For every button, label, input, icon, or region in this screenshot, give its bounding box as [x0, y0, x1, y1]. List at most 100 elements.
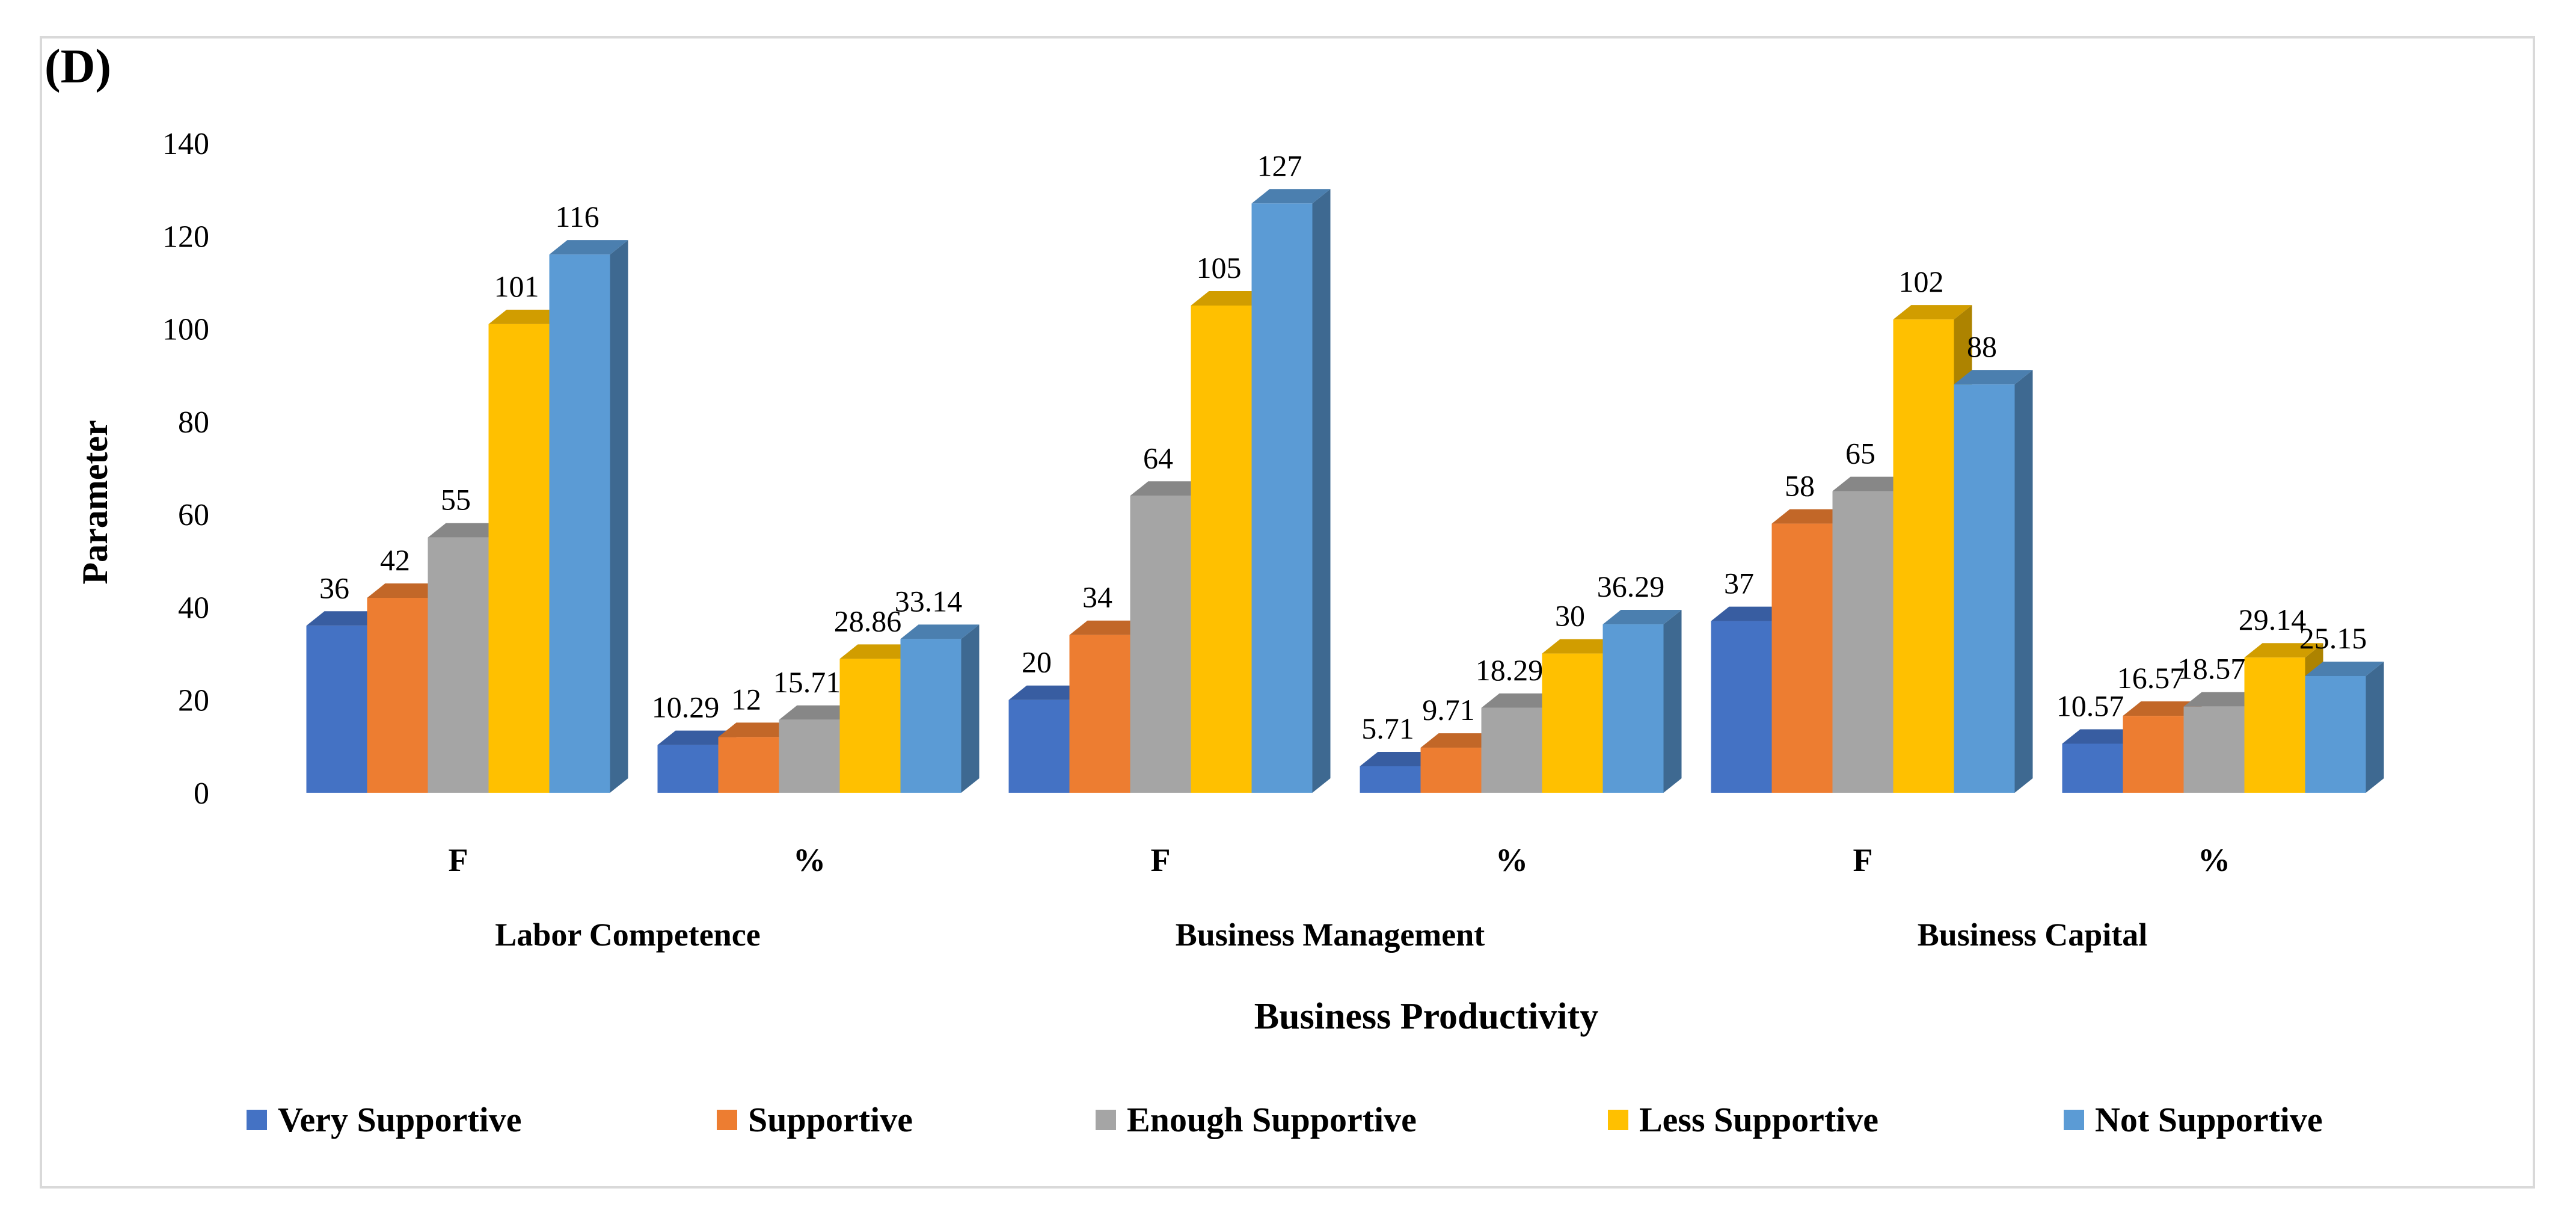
legend-item: Very Supportive [247, 1100, 522, 1140]
data-label: 18.57 [2178, 652, 2246, 686]
x-tick-label: F [1151, 842, 1171, 878]
bar-side [2366, 661, 2384, 793]
y-axis-title: Parameter [75, 420, 115, 584]
bar-side [1312, 189, 1331, 793]
data-label: 30 [1555, 599, 1585, 633]
bar-top [367, 583, 446, 598]
bar-top [549, 240, 628, 255]
data-label: 42 [380, 543, 410, 577]
legend-swatch [1096, 1109, 1116, 1130]
bar-chart: Parameter 0 20 40 60 80 100 120 140 36 42 55 101 11… [75, 127, 2384, 1037]
bar-top [1191, 291, 1270, 306]
data-label: 16.57 [2117, 661, 2185, 695]
panel-label: (D) [44, 40, 112, 93]
y-tick-label: 100 [162, 313, 209, 347]
y-tick-label: 40 [178, 591, 209, 625]
x-tick-label: F [449, 842, 468, 878]
bar-side [1663, 610, 1682, 793]
bar-top [1069, 620, 1148, 635]
group-label: Business Capital [1918, 917, 2148, 953]
bar-side [961, 624, 980, 793]
bar-top [1130, 481, 1209, 496]
data-label: 116 [555, 200, 599, 233]
bar [1542, 653, 1603, 793]
data-label: 34 [1082, 580, 1112, 614]
y-tick-label: 80 [178, 405, 209, 440]
bar [2183, 706, 2245, 793]
bars [306, 189, 2384, 793]
bar-top [1711, 606, 1790, 621]
bar-top [1893, 305, 1972, 320]
data-label: 10.57 [2056, 689, 2124, 722]
data-label: 15.71 [773, 665, 841, 699]
legend-label: Very Supportive [278, 1100, 522, 1139]
data-label: 36.29 [1597, 570, 1665, 603]
x-tick-label: F [1853, 842, 1873, 878]
bar-top [779, 705, 858, 720]
data-label: 101 [494, 269, 539, 303]
x-tick-label: % [1495, 842, 1528, 878]
bar [488, 324, 550, 793]
bar [2062, 743, 2123, 793]
bar-top [718, 722, 797, 737]
bar [1481, 707, 1542, 793]
y-tick-label: 60 [178, 498, 209, 532]
y-tick-label: 120 [162, 220, 209, 254]
legend-swatch [717, 1109, 737, 1130]
bar-top [1542, 639, 1621, 654]
y-tick-label: 140 [162, 127, 209, 161]
data-label: 58 [1785, 469, 1815, 503]
bar-top [1420, 733, 1500, 748]
y-tick-label: 20 [178, 684, 209, 718]
bar-top [900, 624, 980, 639]
bar [1893, 319, 1954, 793]
legend-swatch [247, 1109, 267, 1130]
bar [1191, 306, 1252, 793]
bar [779, 719, 840, 793]
bar-top [1008, 685, 1088, 700]
legend: Very Supportive Supportive Enough Supporti… [0, 1100, 2576, 1148]
legend-item: Less Supportive [1608, 1100, 1878, 1140]
legend-label: Enough Supportive [1127, 1100, 1417, 1139]
data-label: 18.29 [1476, 653, 1544, 687]
group-labels: Labor Competence Business Management Busin… [495, 917, 2147, 953]
bar-top [839, 644, 919, 659]
bar [1069, 635, 1130, 793]
data-label: 12 [731, 682, 761, 716]
legend-label: Not Supportive [2095, 1100, 2323, 1139]
bar [1251, 203, 1313, 793]
data-label: 105 [1197, 251, 1242, 284]
bar [428, 537, 489, 793]
bar-side [610, 240, 628, 793]
y-tick-label: 0 [194, 777, 209, 811]
legend-swatch [2064, 1109, 2084, 1130]
bar-top [1251, 189, 1331, 204]
data-label: 127 [1257, 149, 1302, 182]
legend-swatch [1608, 1109, 1628, 1130]
data-label: 65 [1845, 437, 1875, 470]
bar [1832, 491, 1894, 793]
bar [2123, 716, 2184, 793]
bar-top [2123, 701, 2202, 716]
bar-top [657, 730, 737, 745]
bar [1954, 384, 2015, 793]
data-label: 37 [1724, 567, 1754, 600]
data-label: 5.71 [1361, 712, 1414, 745]
data-label: 9.71 [1422, 693, 1475, 727]
y-axis-ticks: 0 20 40 60 80 100 120 140 [162, 127, 209, 811]
data-label: 20 [1022, 645, 1052, 679]
bar-top [1602, 610, 1682, 625]
bar-top [1771, 509, 1851, 524]
x-tick-label: % [793, 842, 826, 878]
bar-top [306, 611, 385, 626]
x-axis-title: Business Productivity [1254, 996, 1598, 1037]
bar [1771, 523, 1833, 793]
data-label: 28.86 [834, 604, 902, 638]
legend-label: Less Supportive [1639, 1100, 1879, 1139]
bar [306, 626, 367, 793]
legend-label: Supportive [748, 1100, 913, 1139]
bar [2244, 657, 2305, 793]
bar-top [2062, 729, 2141, 744]
data-label: 88 [1967, 330, 1997, 363]
